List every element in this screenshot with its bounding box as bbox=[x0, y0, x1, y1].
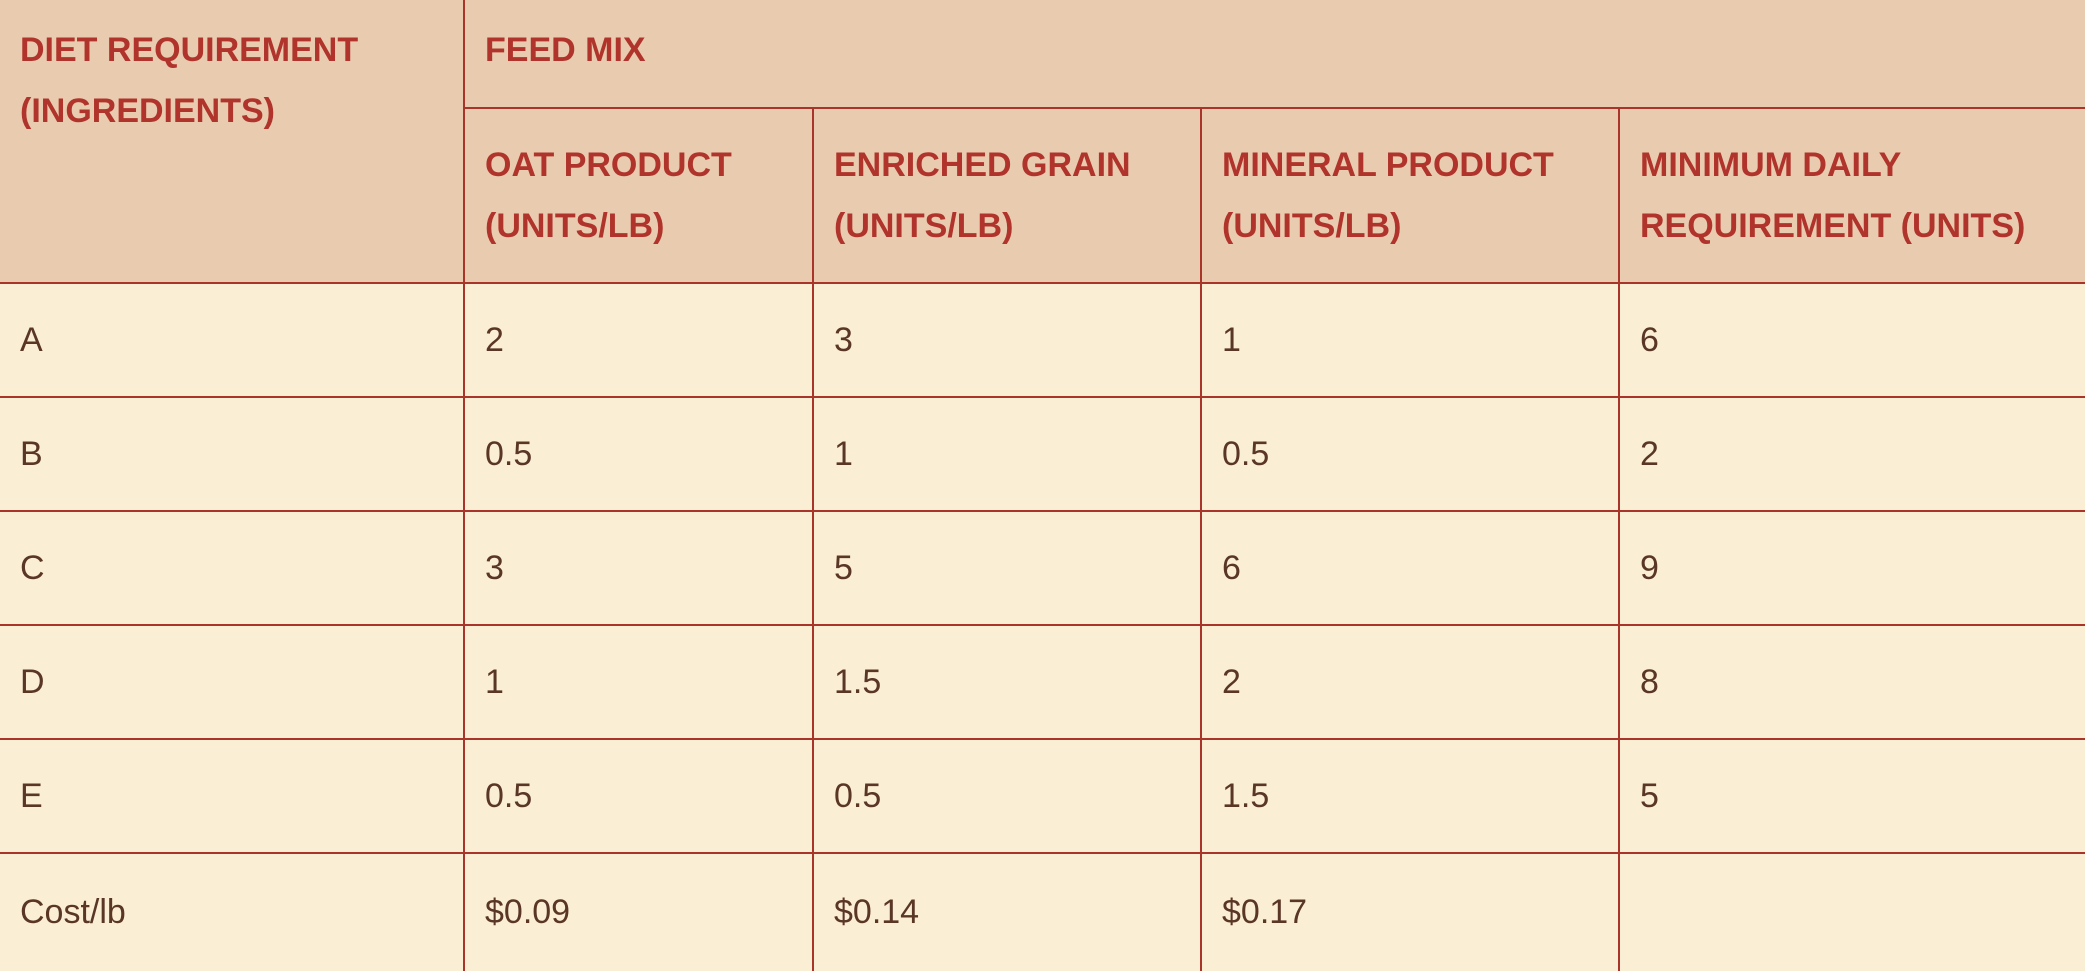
row-label: C bbox=[0, 510, 465, 626]
cell-enriched-grain: 5 bbox=[812, 510, 1202, 626]
row-label: A bbox=[0, 282, 465, 398]
column-header-line1: MINERAL PRODUCT bbox=[1222, 145, 1554, 184]
cell-mineral-product: 2 bbox=[1200, 624, 1620, 740]
column-header-mineral-product: MINERAL PRODUCT (UNITS/LB) bbox=[1200, 107, 1620, 284]
header-row-group: DIET REQUIREMENT (INGREDIENTS) FEED MIX bbox=[0, 0, 2085, 284]
table-row-e: E 0.5 0.5 1.5 5 bbox=[0, 738, 2085, 854]
cell-oat-product: 0.5 bbox=[463, 738, 814, 854]
column-header-line1: MINIMUM DAILY bbox=[1640, 145, 1902, 184]
cell-minimum-daily-requirement: 5 bbox=[1617, 738, 2085, 854]
table-body: A 2 3 1 6 B 0.5 1 0.5 2 C 3 5 6 9 D bbox=[0, 282, 2085, 971]
cell-enriched-grain: 1.5 bbox=[812, 624, 1202, 740]
diet-requirement-header: DIET REQUIREMENT (INGREDIENTS) bbox=[0, 0, 465, 284]
column-header-line2: (UNITS/LB) bbox=[1222, 206, 1402, 245]
cell-mineral-product: 0.5 bbox=[1200, 396, 1620, 512]
cell-minimum-daily-requirement: 9 bbox=[1617, 510, 2085, 626]
diet-requirement-header-line1: DIET REQUIREMENT bbox=[20, 31, 359, 69]
cell-mineral-product: $0.17 bbox=[1200, 852, 1620, 971]
cell-minimum-daily-requirement: 2 bbox=[1617, 396, 2085, 512]
feed-mix-header: FEED MIX bbox=[462, 0, 2085, 109]
row-label: Cost/lb bbox=[0, 852, 465, 971]
row-label: B bbox=[0, 396, 465, 512]
cell-minimum-daily-requirement: 6 bbox=[1617, 282, 2085, 398]
table-header: DIET REQUIREMENT (INGREDIENTS) FEED MIX O… bbox=[0, 0, 2085, 284]
table-row-d: D 1 1.5 2 8 bbox=[0, 624, 2085, 740]
cell-minimum-daily-requirement: 8 bbox=[1617, 624, 2085, 740]
column-header-line2: (UNITS/LB) bbox=[485, 206, 665, 245]
row-label: E bbox=[0, 738, 465, 854]
column-header-enriched-grain: ENRICHED GRAIN (UNITS/LB) bbox=[812, 107, 1202, 284]
cell-oat-product: 1 bbox=[463, 624, 814, 740]
table-row-cost-per-lb: Cost/lb $0.09 $0.14 $0.17 bbox=[0, 852, 2085, 971]
column-header-minimum-daily-requirement: MINIMUM DAILY REQUIREMENT (UNITS) bbox=[1617, 107, 2085, 284]
column-header-line2: REQUIREMENT (UNITS) bbox=[1640, 206, 2026, 245]
cell-mineral-product: 1 bbox=[1200, 282, 1620, 398]
cell-mineral-product: 6 bbox=[1200, 510, 1620, 626]
column-header-line1: OAT PRODUCT bbox=[485, 145, 732, 184]
cell-enriched-grain: 3 bbox=[812, 282, 1202, 398]
column-header-line1: ENRICHED GRAIN bbox=[834, 145, 1131, 184]
cell-mineral-product: 1.5 bbox=[1200, 738, 1620, 854]
cell-oat-product: 2 bbox=[463, 282, 814, 398]
row-label: D bbox=[0, 624, 465, 740]
header-row-columns: OAT PRODUCT (UNITS/LB) ENRICHED GRAIN (UNI… bbox=[0, 107, 2085, 284]
table-row-c: C 3 5 6 9 bbox=[0, 510, 2085, 626]
cell-enriched-grain: $0.14 bbox=[812, 852, 1202, 971]
cell-oat-product: 0.5 bbox=[463, 396, 814, 512]
table-row-a: A 2 3 1 6 bbox=[0, 282, 2085, 398]
column-header-line2: (UNITS/LB) bbox=[834, 206, 1014, 245]
cell-enriched-grain: 1 bbox=[812, 396, 1202, 512]
cell-oat-product: $0.09 bbox=[463, 852, 814, 971]
diet-requirement-header-line2: (INGREDIENTS) bbox=[20, 92, 275, 130]
column-header-oat-product: OAT PRODUCT (UNITS/LB) bbox=[464, 107, 814, 284]
cell-enriched-grain: 0.5 bbox=[812, 738, 1202, 854]
cell-minimum-daily-requirement bbox=[1617, 852, 2085, 971]
table-row-b: B 0.5 1 0.5 2 bbox=[0, 396, 2085, 512]
cell-oat-product: 3 bbox=[463, 510, 814, 626]
